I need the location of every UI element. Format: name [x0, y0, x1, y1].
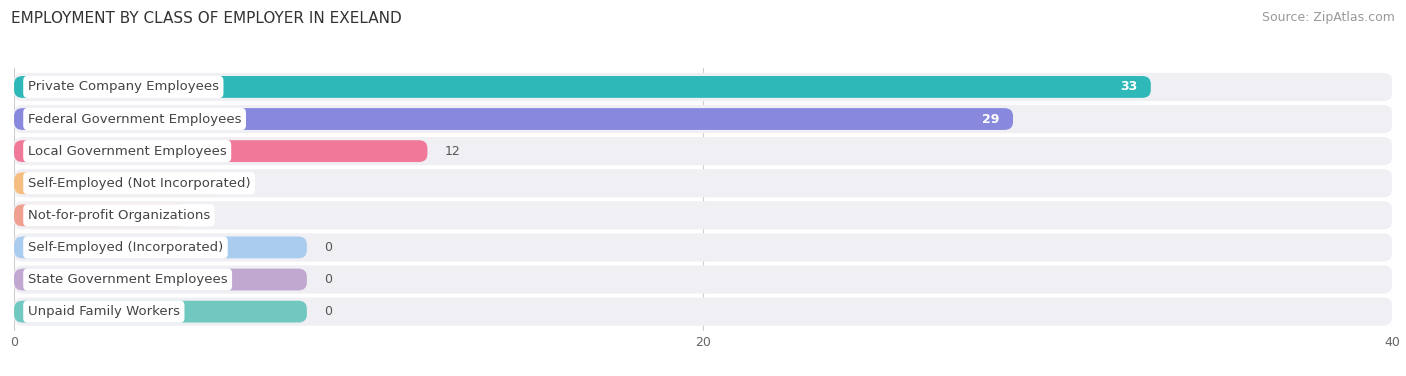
FancyBboxPatch shape: [14, 301, 307, 323]
FancyBboxPatch shape: [14, 169, 1392, 197]
FancyBboxPatch shape: [14, 172, 221, 194]
Text: Private Company Employees: Private Company Employees: [28, 80, 219, 94]
Text: 5: 5: [204, 209, 211, 222]
FancyBboxPatch shape: [14, 205, 186, 226]
Text: 0: 0: [325, 273, 332, 286]
FancyBboxPatch shape: [14, 201, 1392, 229]
Text: 6: 6: [238, 177, 246, 190]
Text: State Government Employees: State Government Employees: [28, 273, 228, 286]
FancyBboxPatch shape: [14, 237, 307, 258]
Text: Self-Employed (Incorporated): Self-Employed (Incorporated): [28, 241, 224, 254]
Text: Federal Government Employees: Federal Government Employees: [28, 112, 242, 126]
FancyBboxPatch shape: [14, 108, 1012, 130]
FancyBboxPatch shape: [14, 233, 1392, 262]
FancyBboxPatch shape: [14, 268, 307, 290]
FancyBboxPatch shape: [14, 265, 1392, 294]
Text: 12: 12: [444, 145, 460, 158]
Text: 29: 29: [981, 112, 1000, 126]
FancyBboxPatch shape: [14, 137, 1392, 165]
Text: Source: ZipAtlas.com: Source: ZipAtlas.com: [1261, 11, 1395, 24]
Text: Not-for-profit Organizations: Not-for-profit Organizations: [28, 209, 209, 222]
Text: EMPLOYMENT BY CLASS OF EMPLOYER IN EXELAND: EMPLOYMENT BY CLASS OF EMPLOYER IN EXELA…: [11, 11, 402, 26]
FancyBboxPatch shape: [14, 297, 1392, 326]
FancyBboxPatch shape: [14, 76, 1152, 98]
Text: Self-Employed (Not Incorporated): Self-Employed (Not Incorporated): [28, 177, 250, 190]
Text: 0: 0: [325, 241, 332, 254]
Text: 33: 33: [1119, 80, 1137, 94]
Text: Unpaid Family Workers: Unpaid Family Workers: [28, 305, 180, 318]
Text: 0: 0: [325, 305, 332, 318]
FancyBboxPatch shape: [14, 105, 1392, 133]
Text: Local Government Employees: Local Government Employees: [28, 145, 226, 158]
FancyBboxPatch shape: [14, 73, 1392, 101]
FancyBboxPatch shape: [14, 140, 427, 162]
